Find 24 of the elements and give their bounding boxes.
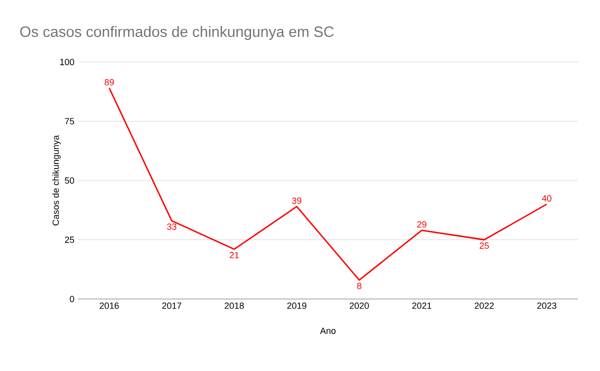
x-tick-label: 2023 [537, 302, 556, 309]
y-tick-label: 50 [64, 177, 74, 184]
data-label: 33 [167, 223, 176, 230]
y-axis-title: Casos de chikungunya [52, 135, 61, 226]
data-label: 21 [230, 252, 239, 258]
y-tick-label: 100 [60, 58, 74, 66]
x-axis-title: Ano [320, 328, 336, 334]
x-tick-label: 2016 [100, 302, 119, 309]
data-label: 29 [417, 221, 426, 228]
x-tick-label: 2018 [224, 302, 244, 309]
y-tick-label: 75 [64, 118, 74, 124]
data-label: 25 [480, 242, 489, 249]
chart-title: Os casos confirmados de chinkungunya em SC [20, 26, 334, 40]
data-label: 39 [292, 198, 302, 204]
x-tick-label: 2020 [350, 302, 369, 309]
data-label: 40 [542, 195, 552, 202]
data-label: 89 [104, 79, 114, 86]
y-tick-label: 25 [64, 236, 74, 243]
y-tick-label: 0 [70, 296, 74, 302]
x-tick-label: 2022 [474, 302, 494, 309]
data-label: 8 [357, 282, 362, 290]
x-tick-label: 2019 [287, 302, 306, 309]
x-tick-label: 2021 [412, 302, 432, 309]
x-tick-label: 2017 [162, 302, 182, 309]
